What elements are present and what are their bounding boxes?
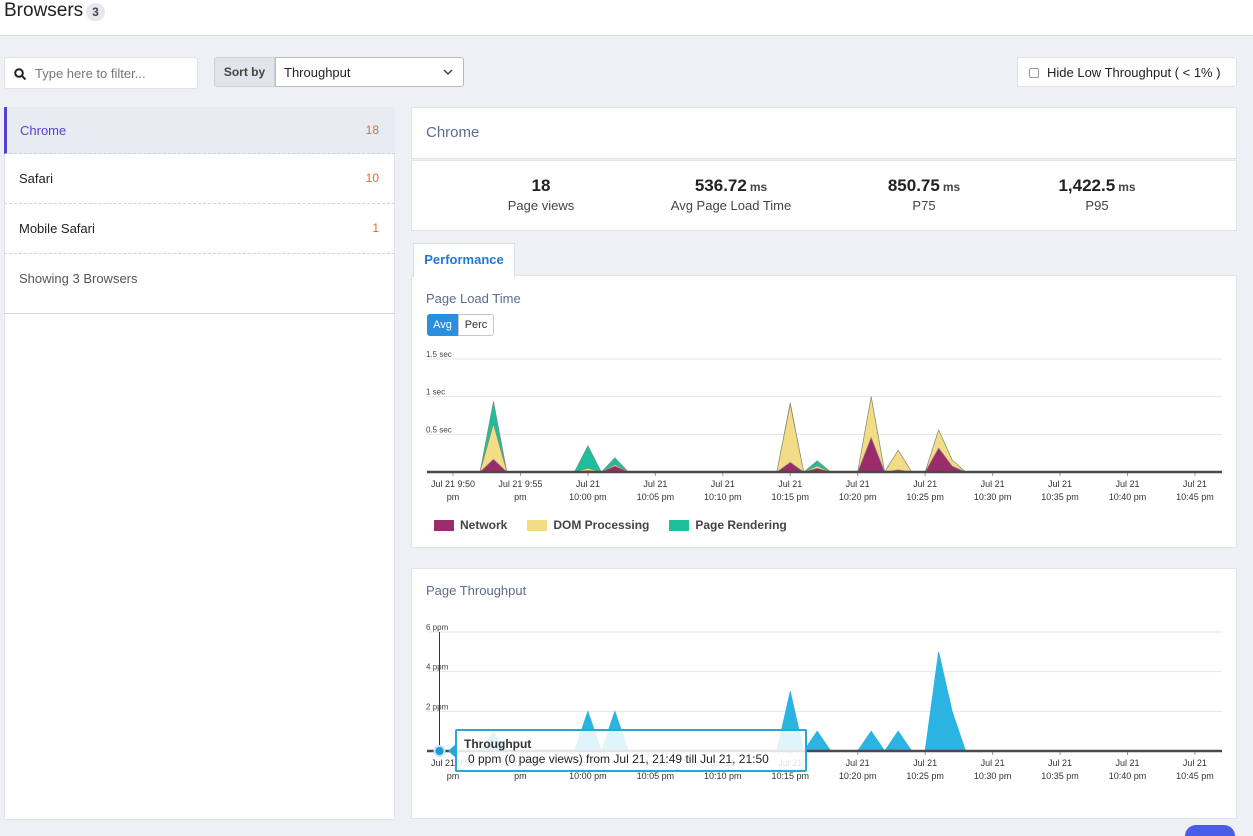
- stat-label: Avg Page Load Time: [670, 198, 792, 213]
- stat-value: 850.75: [887, 176, 940, 195]
- browser-row[interactable]: Chrome 18: [4, 107, 395, 154]
- filter-input[interactable]: Type here to filter...: [4, 57, 198, 89]
- x-tick-label: Jul 21 10:20 pm: [838, 479, 877, 502]
- legend: Network DOM Processing Page Rendering: [434, 518, 807, 532]
- x-tick-label: Jul 21 10:45 pm: [1176, 479, 1214, 502]
- browser-count: 10: [365, 171, 379, 185]
- chart-title: Page Load Time: [426, 291, 521, 306]
- x-tick-label: Jul 21 10:45 pm: [1176, 758, 1214, 781]
- stat-unit: ms: [942, 180, 961, 194]
- checkbox[interactable]: [1029, 68, 1039, 78]
- list-footer: Showing 3 Browsers: [4, 255, 395, 314]
- x-tick-label: Jul 21 10:20 pm: [838, 758, 877, 781]
- top-bar: Browsers 3: [0, 0, 1253, 36]
- x-tick-label: Jul 21 10:25 pm: [906, 479, 944, 502]
- page-title: Browsers: [4, 0, 84, 21]
- x-tick-label: Jul 21 9:50 pm: [430, 479, 475, 502]
- detail-header: Chrome: [411, 107, 1237, 159]
- x-tick-label: Jul 21 10:05 pm: [636, 479, 675, 502]
- x-tick-label: Jul 21 10:30 pm: [973, 758, 1012, 781]
- browser-name: Chrome: [20, 123, 67, 138]
- x-tick-label: Jul 21 9:50 pm: [430, 758, 475, 781]
- x-tick-label: Jul 21 10:30 pm: [973, 479, 1012, 502]
- legend-label: DOM Processing: [553, 518, 650, 532]
- sort-value: Throughput: [284, 65, 351, 80]
- stat-value: 1,422.5: [1058, 176, 1116, 195]
- hide-low-label: Hide Low Throughput ( < 1% ): [1047, 65, 1221, 80]
- sort-label: Sort by: [214, 57, 275, 87]
- x-tick-label: Jul 21 10:35 pm: [1041, 479, 1079, 502]
- chevron: [443, 69, 453, 75]
- stat-label: P95: [1085, 198, 1109, 213]
- search-icon: [14, 68, 26, 80]
- stat-unit: ms: [1118, 180, 1136, 194]
- x-tick-label: Jul 21 10:10 pm: [704, 479, 742, 502]
- legend-swatch: [527, 519, 548, 531]
- avg-button[interactable]: Avg: [427, 314, 458, 336]
- stats-card: [411, 160, 1237, 231]
- chart-card: Page Load Time: [411, 275, 1237, 548]
- stat: 536.72 ms Avg Page Load Time: [631, 176, 831, 213]
- detail-title: Chrome: [426, 124, 480, 141]
- stat-value: 536.72: [694, 176, 747, 195]
- legend-item: Page Rendering: [669, 518, 787, 532]
- x-tick-label: Jul 21 10:15 pm: [771, 479, 809, 502]
- stat: 850.75 ms P75: [824, 176, 1024, 213]
- browser-name: Safari: [19, 171, 53, 186]
- stat: 18 Page views: [441, 176, 641, 213]
- browser-count: 1: [372, 221, 379, 235]
- browser-list: [4, 107, 395, 820]
- x-tick-label: Jul 21 9:55 pm: [498, 479, 543, 502]
- x-tick-label: Jul 21 10:25 pm: [906, 758, 944, 781]
- tooltip-title: Throughput: [464, 737, 532, 751]
- legend-item: DOM Processing: [527, 518, 649, 532]
- legend-swatch: [434, 519, 454, 531]
- perc-button[interactable]: Perc: [458, 314, 494, 336]
- x-tick-label: Jul 21 10:00 pm: [569, 479, 607, 502]
- stat-label: Page views: [507, 198, 575, 213]
- browser-row[interactable]: Mobile Safari 1: [4, 205, 395, 254]
- help-button[interactable]: [1185, 825, 1235, 836]
- legend-label: Page Rendering: [695, 518, 787, 532]
- stat-value: 18: [531, 176, 551, 195]
- hide-low-toggle[interactable]: Hide Low Throughput ( < 1% ): [1017, 57, 1237, 87]
- legend-item: Network: [434, 518, 507, 532]
- stat-label: P75: [912, 198, 936, 213]
- stat-unit: ms: [749, 180, 768, 194]
- legend-label: Network: [460, 518, 508, 532]
- footer-text: Showing 3 Browsers: [19, 271, 138, 286]
- x-tick-label: Jul 21 10:35 pm: [1041, 758, 1079, 781]
- count-badge: 3: [86, 3, 105, 21]
- stat: 1,422.5 ms P95: [997, 176, 1197, 213]
- tooltip-text: 0 ppm (0 page views) from Jul 21, 21:49 …: [468, 752, 769, 766]
- legend-swatch: [669, 519, 690, 531]
- browser-name: Mobile Safari: [19, 221, 95, 236]
- filter-placeholder: Type here to filter...: [35, 66, 146, 81]
- browser-count: 18: [365, 123, 379, 137]
- x-tick-label: Jul 21 10:40 pm: [1108, 479, 1147, 502]
- x-tick-label: Jul 21 10:40 pm: [1108, 758, 1147, 781]
- sort-select[interactable]: Throughput: [275, 57, 464, 87]
- tooltip: Throughput 0 ppm (0 page views) from Jul…: [455, 729, 807, 772]
- tab[interactable]: Performance: [413, 243, 515, 277]
- chart-title: Page Throughput: [426, 583, 527, 598]
- browser-row[interactable]: Safari 10: [4, 155, 395, 204]
